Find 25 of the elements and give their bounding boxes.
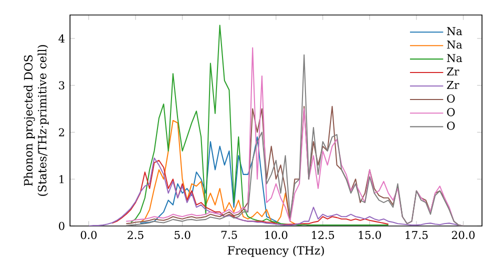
legend-label: Zr [446, 80, 460, 89]
x-tick-label: 15.0 [358, 230, 381, 240]
y-axis-title: Phonon projected DOS (States/THz·primitive cell) [24, 45, 49, 196]
y-tick-label: 2 [58, 128, 64, 136]
legend-label: Na [447, 54, 462, 62]
legend-label: O [447, 94, 455, 103]
legend-label: Zr [446, 68, 460, 76]
legend-label: Na [447, 27, 462, 36]
y-tick-label: 3 [59, 81, 64, 90]
x-tick-label: 7.5 [221, 230, 237, 239]
x-tick-label: 17.5 [406, 230, 428, 240]
x-tick-label: 12.5 [312, 230, 334, 240]
legend-label: Na [447, 40, 462, 49]
y-tick-label: 0 [58, 222, 64, 230]
legend-label: O [447, 122, 455, 130]
legend-label: O [447, 108, 455, 116]
x-tick-label: 10.0 [265, 230, 288, 240]
line-series [140, 120, 296, 224]
x-axis-title: Frequency (THz) [228, 246, 324, 258]
y-tick-label: 1 [60, 175, 64, 184]
x-tick-label: 2.5 [128, 230, 144, 240]
x-tick-label: 20.0 [452, 230, 475, 240]
x-tick-label: 5.0 [174, 230, 190, 240]
y-tick-label: 4 [58, 34, 65, 42]
x-tick-label: 0.0 [80, 230, 97, 240]
